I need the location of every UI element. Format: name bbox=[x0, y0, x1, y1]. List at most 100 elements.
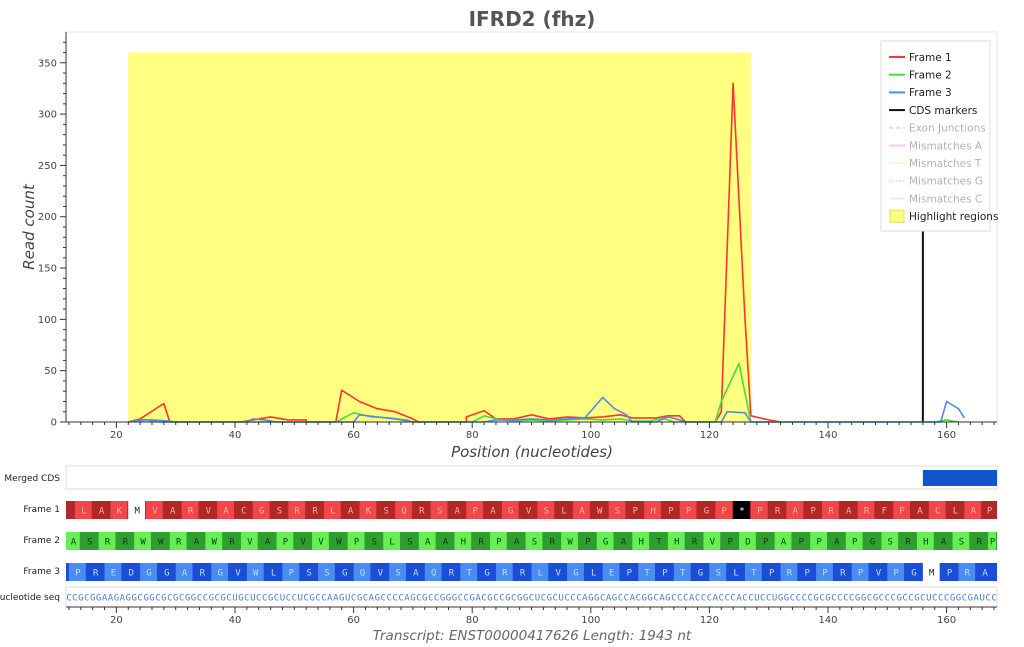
amino-acid-letter: S bbox=[407, 538, 412, 548]
codon-cell bbox=[187, 532, 205, 550]
nucleotide-letter: C bbox=[807, 594, 812, 604]
codon-cell bbox=[383, 532, 401, 550]
codon-cell bbox=[371, 563, 389, 581]
codon-cell bbox=[899, 532, 916, 550]
codon-cell bbox=[816, 563, 833, 581]
codon-cell bbox=[798, 563, 816, 581]
codon-cell bbox=[721, 532, 739, 550]
legend-item[interactable]: Mismatches A bbox=[889, 140, 983, 152]
legend-item[interactable]: Frame 1 bbox=[889, 52, 952, 64]
amino-acid-letter: L bbox=[733, 569, 738, 579]
nucleotide-letter: A bbox=[333, 594, 339, 604]
legend-item[interactable]: Mismatches C bbox=[889, 193, 982, 205]
amino-acid-letter: S bbox=[959, 538, 964, 548]
amino-acid-letter: P bbox=[805, 569, 811, 579]
codon-cell bbox=[418, 532, 436, 550]
amino-acid-letter: G bbox=[164, 569, 169, 579]
highlight-region bbox=[128, 52, 751, 423]
amino-acid-letter: G bbox=[259, 507, 264, 517]
nucleotide-letter: G bbox=[469, 594, 474, 604]
nucleotide-letter: C bbox=[677, 594, 682, 604]
nucleotide-letter: G bbox=[914, 594, 919, 604]
codon-cell bbox=[810, 532, 827, 550]
legend-item[interactable]: Frame 2 bbox=[889, 70, 952, 82]
y-tick-label: 250 bbox=[38, 161, 57, 172]
x-tick-label: 140 bbox=[818, 615, 837, 626]
codon-cell bbox=[916, 532, 934, 550]
codon-cell bbox=[395, 501, 412, 519]
nucleotide-letter: C bbox=[215, 594, 220, 604]
codon-cell bbox=[703, 532, 721, 550]
legend-item[interactable]: Highlight regions bbox=[889, 209, 998, 223]
codon-cell bbox=[774, 532, 792, 550]
amino-acid-letter: A bbox=[579, 507, 585, 517]
amino-acid-letter: R bbox=[312, 507, 318, 517]
legend-item[interactable]: Exon Junctions bbox=[889, 123, 986, 135]
nucleotide-letter: G bbox=[487, 594, 492, 604]
legend-label: Mismatches A bbox=[909, 140, 983, 152]
legend-item[interactable]: CDS markers bbox=[889, 105, 977, 117]
codon-cell bbox=[264, 563, 282, 581]
amino-acid-letter: P bbox=[727, 538, 733, 548]
codon-cell bbox=[128, 501, 146, 519]
codon-cell bbox=[822, 501, 839, 519]
amino-acid-letter: K bbox=[366, 507, 372, 517]
legend-label: Frame 3 bbox=[909, 87, 952, 99]
nucleotide-letter: C bbox=[398, 594, 403, 604]
nucleotide-letter: C bbox=[653, 594, 658, 604]
codon-cell bbox=[68, 563, 86, 581]
amino-acid-letter: A bbox=[514, 538, 520, 548]
codon-cell bbox=[86, 563, 104, 581]
nucleotide-letter: A bbox=[475, 594, 481, 604]
nucleotide-letter: C bbox=[386, 594, 391, 604]
amino-acid-letter: P bbox=[289, 569, 295, 579]
nucleotide-letter: A bbox=[736, 594, 742, 604]
amino-acid-letter: P bbox=[75, 569, 81, 579]
amino-acid-letter: L bbox=[538, 569, 543, 579]
codon-cell bbox=[940, 563, 958, 581]
nucleotide-letter: G bbox=[209, 594, 214, 604]
nucleotide-letter: G bbox=[588, 594, 593, 604]
codon-cell bbox=[679, 501, 697, 519]
codon-cell bbox=[507, 532, 525, 550]
nucleotide-letter: G bbox=[185, 594, 190, 604]
amino-acid-letter: S bbox=[372, 538, 377, 548]
nucleotide-letter: U bbox=[298, 594, 303, 604]
amino-acid-letter: A bbox=[99, 507, 105, 517]
legend[interactable]: Frame 1 Frame 2 Frame 3 CDS markers Exon Jun… bbox=[880, 40, 998, 232]
y-tick-label: 0 bbox=[51, 418, 57, 429]
legend-item[interactable]: Frame 3 bbox=[889, 87, 952, 99]
codon-cell bbox=[495, 563, 513, 581]
nucleotide-letter: C bbox=[944, 594, 949, 604]
nucleotide-letter: C bbox=[618, 594, 623, 604]
amino-acid-letter: R bbox=[176, 538, 182, 548]
nucleotide-letter: C bbox=[179, 594, 184, 604]
nucleotide-letter: G bbox=[523, 594, 528, 604]
amino-acid-letter: S bbox=[716, 569, 721, 579]
legend-item[interactable]: Mismatches G bbox=[889, 176, 983, 188]
codon-cell bbox=[258, 532, 276, 550]
codon-cell bbox=[602, 563, 620, 581]
nucleotide-letter: G bbox=[422, 594, 427, 604]
legend-item[interactable]: Mismatches T bbox=[889, 158, 982, 170]
nucleotide-letter: C bbox=[796, 594, 801, 604]
nucleotide-letter: C bbox=[493, 594, 498, 604]
codon-cell bbox=[80, 532, 98, 550]
amino-acid-letter: W bbox=[212, 538, 218, 548]
codon-cell bbox=[845, 532, 863, 550]
amino-acid-letter: G bbox=[217, 569, 222, 579]
codon-cell bbox=[638, 563, 656, 581]
codon-cell bbox=[442, 563, 460, 581]
codon-cell bbox=[389, 563, 406, 581]
codon-cell bbox=[98, 532, 116, 550]
codon-cell bbox=[578, 532, 596, 550]
merged-cds-label: Merged CDS bbox=[4, 474, 60, 484]
nucleotide-letter: C bbox=[802, 594, 807, 604]
nucleotide-letter: C bbox=[244, 594, 249, 604]
nucleotide-letter: C bbox=[831, 594, 836, 604]
nucleotide-letter: C bbox=[458, 594, 463, 604]
amino-acid-letter: P bbox=[810, 507, 816, 517]
codon-cell bbox=[318, 563, 335, 581]
